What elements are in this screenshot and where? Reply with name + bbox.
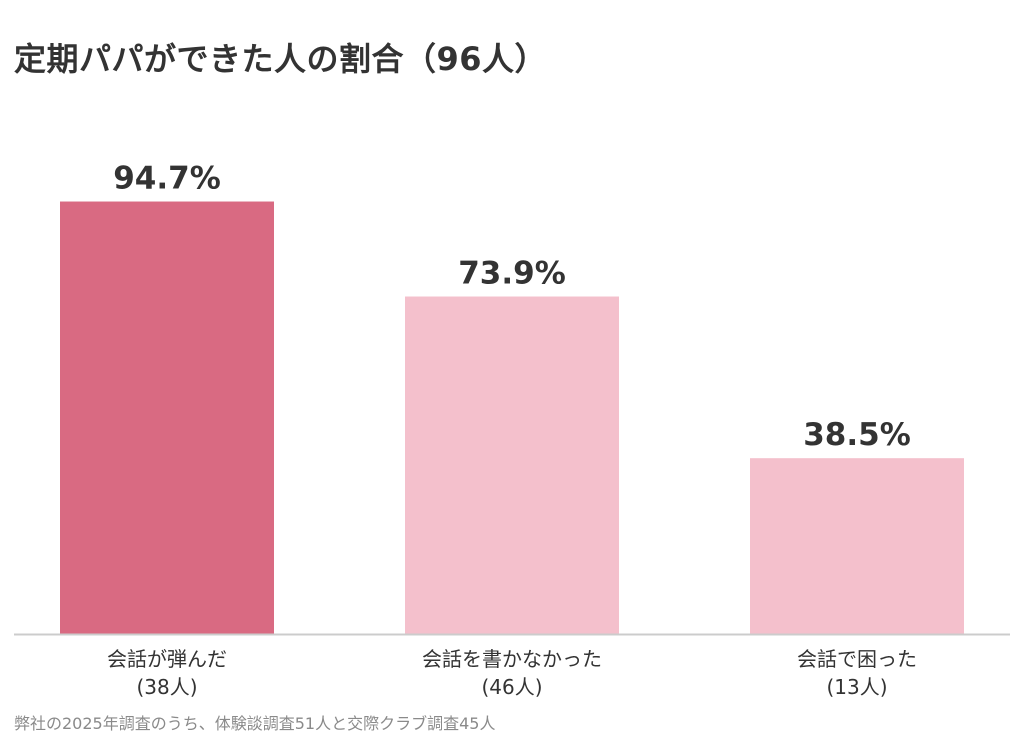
value-label-2: 73.9% bbox=[458, 256, 566, 292]
category-count-1: (38人) bbox=[136, 675, 197, 699]
footnote: 弊社の2025年調査のうち、体験談調査51人と交際クラブ調査45人 bbox=[14, 714, 496, 733]
bar-2 bbox=[405, 296, 619, 634]
category-count-3: (13人) bbox=[826, 675, 887, 699]
chart-title: 定期パパができた人の割合（96人） bbox=[14, 40, 548, 78]
category-label-2: 会話を書かなかった bbox=[422, 647, 602, 671]
value-label-1: 94.7% bbox=[113, 161, 221, 197]
bar-3 bbox=[750, 458, 964, 634]
category-count-2: (46人) bbox=[481, 675, 542, 699]
value-label-3: 38.5% bbox=[803, 417, 911, 453]
bar-1 bbox=[60, 201, 274, 634]
category-label-1: 会話が弾んだ bbox=[107, 647, 227, 671]
category-label-3: 会話で困った bbox=[797, 647, 917, 671]
